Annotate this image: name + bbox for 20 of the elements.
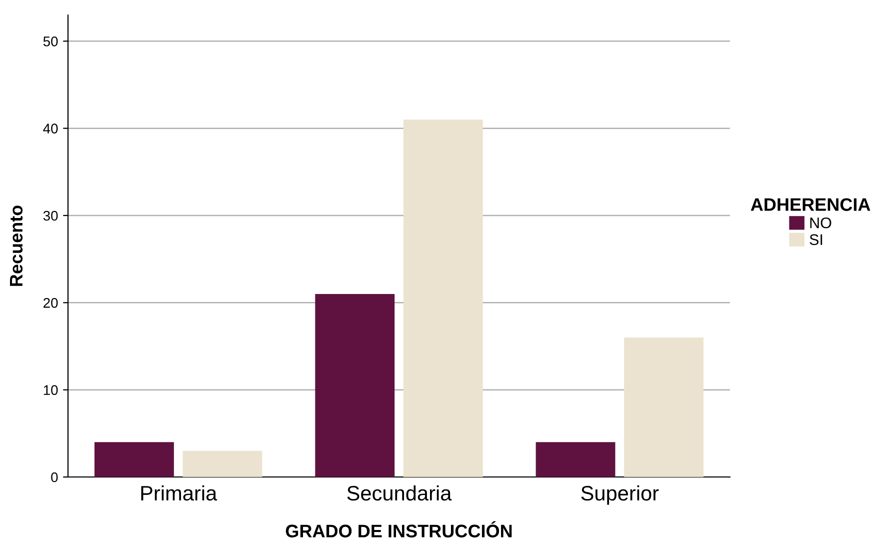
y-axis-title: Recuento [10,206,23,286]
x-tick-label: Primaria [141,485,218,501]
legend-label: NO [810,217,832,228]
y-tick-label: 50 [43,36,58,46]
y-tick-label: 0 [51,472,58,482]
bar [182,450,262,477]
y-tick-label: 10 [44,385,58,395]
bar [315,294,395,477]
bar [403,120,483,477]
x-tick-label: Superior [581,485,659,505]
y-tick-label: 30 [43,210,58,221]
legend-label: SI [810,234,822,246]
x-tick-label: Secundaria [347,485,452,501]
bar [94,442,174,477]
y-tick-label: 20 [44,298,58,308]
legend-title: ADHERENCIA [750,198,870,211]
bar [624,338,704,477]
x-axis-title: GRADO DE INSTRUCCIÓN [286,521,512,538]
bar [536,442,616,477]
y-tick-label: 40 [43,124,58,134]
